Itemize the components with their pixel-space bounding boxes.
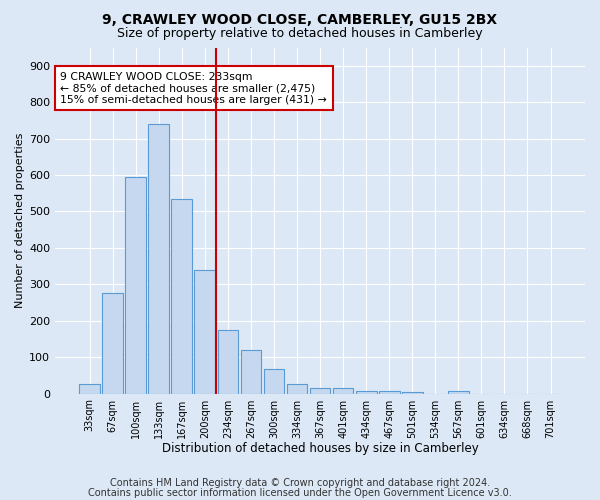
Bar (102, 294, 123, 394)
Bar (218, 330, 238, 394)
Bar (263, 369, 284, 394)
Text: Size of property relative to detached houses in Camberley: Size of property relative to detached ho… (117, 28, 483, 40)
Bar (241, 350, 262, 394)
Bar (379, 390, 400, 394)
Text: Contains HM Land Registry data © Crown copyright and database right 2024.: Contains HM Land Registry data © Crown c… (110, 478, 490, 488)
Bar (79, 384, 100, 394)
Y-axis label: Number of detached properties: Number of detached properties (15, 133, 25, 308)
Bar (402, 392, 422, 394)
X-axis label: Distribution of detached houses by size in Camberley: Distribution of detached houses by size … (162, 442, 478, 455)
Bar (194, 270, 215, 394)
Bar (448, 390, 469, 394)
Text: Contains public sector information licensed under the Open Government Licence v3: Contains public sector information licen… (88, 488, 512, 498)
Text: 9 CRAWLEY WOOD CLOSE: 233sqm
← 85% of detached houses are smaller (2,475)
15% of: 9 CRAWLEY WOOD CLOSE: 233sqm ← 85% of de… (61, 72, 327, 105)
Bar (333, 388, 353, 394)
Bar (125, 177, 146, 394)
Text: 9, CRAWLEY WOOD CLOSE, CAMBERLEY, GU15 2BX: 9, CRAWLEY WOOD CLOSE, CAMBERLEY, GU15 2… (103, 12, 497, 26)
Bar (310, 388, 331, 394)
Bar (287, 384, 307, 394)
Bar (148, 124, 169, 394)
Bar (356, 390, 377, 394)
Bar (172, 198, 192, 394)
